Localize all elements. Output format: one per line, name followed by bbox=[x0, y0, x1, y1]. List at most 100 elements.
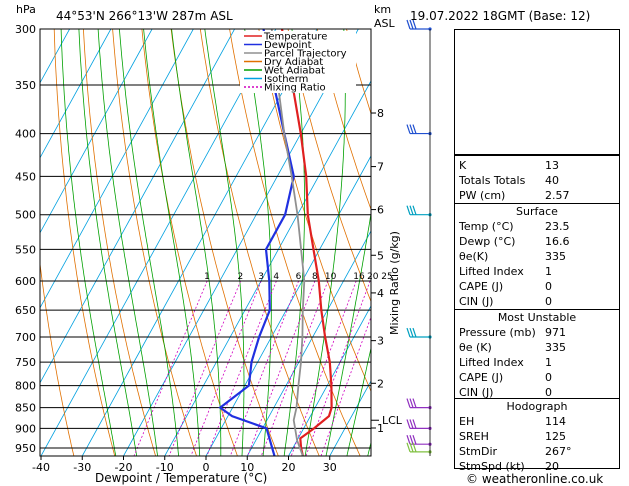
x-tick-label: 20 bbox=[282, 461, 296, 474]
surface-value: 16.6 bbox=[545, 235, 570, 248]
isotherm-line bbox=[288, 305, 371, 456]
pressure-tick-label: 750 bbox=[15, 356, 36, 369]
wind-barb-flag bbox=[412, 398, 417, 408]
mixing-ratio-line bbox=[230, 280, 299, 456]
wind-barb-flag bbox=[412, 205, 417, 215]
mixing-ratio-tick-label: 20 bbox=[367, 272, 379, 282]
surface-key: Dewp (°C) bbox=[459, 235, 516, 248]
km-tick-label: 8 bbox=[377, 107, 384, 120]
legend-entry: Parcel Trajectory bbox=[264, 49, 347, 60]
isotherm-line bbox=[40, 29, 112, 159]
profile-temperature bbox=[280, 29, 333, 456]
dry-adiabat-line bbox=[83, 29, 156, 456]
wet-adiabat-line bbox=[60, 29, 117, 456]
isotherm-line bbox=[40, 29, 194, 309]
unstable-row: θe (K) 335 bbox=[455, 341, 619, 355]
pressure-tick-label: 550 bbox=[15, 243, 36, 256]
wind-barb-flag bbox=[406, 442, 411, 453]
hodo-row: EH 114 bbox=[455, 415, 619, 429]
surface-title: Surface bbox=[516, 205, 558, 218]
mixing-ratio-line bbox=[305, 280, 371, 456]
mixing-ratio-tick-label: 6 bbox=[296, 272, 302, 282]
wind-barb-flag bbox=[409, 435, 414, 445]
unstable-row: Lifted Index 1 bbox=[455, 356, 619, 370]
surface-value: 1 bbox=[545, 265, 552, 278]
pressure-tick-label: 500 bbox=[15, 209, 36, 222]
wind-barb-flag bbox=[409, 327, 414, 338]
location-title: 44°53'N 266°13'W 287m ASL bbox=[56, 9, 233, 23]
index-row: PW (cm) 2.57 bbox=[455, 189, 619, 203]
mixing-ratio-tick-label: 2 bbox=[238, 272, 244, 282]
unstable-key: Lifted Index bbox=[459, 356, 524, 369]
isotherm-line bbox=[205, 155, 371, 456]
unstable-row: CAPE (J) 0 bbox=[455, 371, 619, 385]
wind-barb-flag bbox=[406, 419, 411, 429]
dry-adiabat-line bbox=[229, 29, 361, 456]
profile-parcel-trajectory bbox=[270, 29, 306, 456]
mixing-ratio-line bbox=[190, 280, 262, 456]
x-tick-label: -10 bbox=[156, 461, 174, 474]
pressure-tick-label: 300 bbox=[15, 23, 36, 36]
mixing-ratio-tick-label: 8 bbox=[312, 272, 318, 282]
hodo-key: StmDir bbox=[459, 445, 498, 458]
surface-row: CIN (J) 0 bbox=[455, 295, 619, 309]
x-tick-label: -40 bbox=[32, 461, 50, 474]
index-value: 13 bbox=[545, 159, 559, 172]
wind-barb-flag bbox=[412, 124, 417, 134]
mixing-ratio-line bbox=[261, 280, 329, 456]
surface-value: 335 bbox=[545, 250, 566, 263]
wind-barbs bbox=[406, 19, 432, 456]
mixing-ratio-tick-label: 3 bbox=[258, 272, 264, 282]
stats-panel: K 13 Totals Totals 40 PW (cm) 2.57 Surface Te… bbox=[454, 155, 620, 473]
wet-adiabat-line bbox=[346, 346, 371, 456]
pressure-tick-label: 700 bbox=[15, 331, 36, 344]
unstable-key: CIN (J) bbox=[459, 386, 494, 399]
wind-barb-flag bbox=[406, 19, 411, 30]
surface-row: CAPE (J) 0 bbox=[455, 280, 619, 294]
hodo-value: 267° bbox=[545, 445, 572, 458]
pressure-tick-label: 800 bbox=[15, 380, 36, 393]
mixing-ratio-line bbox=[206, 280, 277, 456]
index-key: Totals Totals bbox=[459, 174, 526, 187]
isotherm-line bbox=[329, 380, 371, 456]
hpa-label: hPa bbox=[16, 3, 36, 16]
pressure-tick-label: 650 bbox=[15, 304, 36, 317]
surface-key: θe(K) bbox=[459, 250, 489, 263]
stats-most-unstable: Most Unstable Pressure (mb) 971 θe (K) 335 L… bbox=[455, 310, 619, 399]
legend-entry: Wet Adiabat bbox=[264, 66, 325, 77]
unstable-title: Most Unstable bbox=[497, 311, 577, 324]
legend-entry: Dewpoint bbox=[264, 40, 312, 51]
wind-barb-flag bbox=[409, 124, 414, 134]
dry-adiabat-line bbox=[112, 29, 197, 456]
legend-entry: Temperature bbox=[263, 32, 327, 43]
unstable-key: θe (K) bbox=[459, 341, 492, 354]
wind-barb-flag bbox=[409, 205, 414, 215]
legend-entry: Mixing Ratio bbox=[264, 83, 326, 94]
dry-adiabat-line bbox=[199, 29, 320, 456]
surface-key: CAPE (J) bbox=[459, 280, 504, 293]
pressure-tick-label: 900 bbox=[15, 422, 36, 435]
hodo-row: StmSpd (kt) 20 bbox=[455, 460, 619, 474]
surface-row: Lifted Index 1 bbox=[455, 265, 619, 279]
wind-barb-flag bbox=[412, 19, 417, 30]
profiles bbox=[218, 29, 333, 456]
index-key: K bbox=[459, 159, 467, 172]
dry-adiabat-line bbox=[40, 260, 75, 456]
dry-adiabat-line bbox=[141, 29, 238, 456]
unstable-value: 0 bbox=[545, 386, 552, 399]
lcl-label: LCL bbox=[382, 414, 403, 427]
wind-barb-flag bbox=[406, 327, 411, 338]
wind-barb-flag bbox=[406, 124, 411, 134]
wind-barb-flag bbox=[412, 435, 417, 445]
km-tick-label: 5 bbox=[377, 249, 384, 262]
x-tick-label: 0 bbox=[203, 461, 210, 474]
wind-barb-flag bbox=[406, 398, 411, 408]
wind-barb-flag bbox=[409, 442, 414, 453]
asl-label: ASL bbox=[374, 17, 396, 30]
copyright: © weatheronline.co.uk bbox=[466, 472, 603, 486]
surface-key: Lifted Index bbox=[459, 265, 524, 278]
wind-barb-flag bbox=[409, 419, 414, 429]
surface-row: θe(K) 335 bbox=[455, 250, 619, 264]
wind-barb-flag bbox=[412, 442, 417, 453]
mixing-ratio-tick-label: 16 bbox=[353, 272, 365, 282]
